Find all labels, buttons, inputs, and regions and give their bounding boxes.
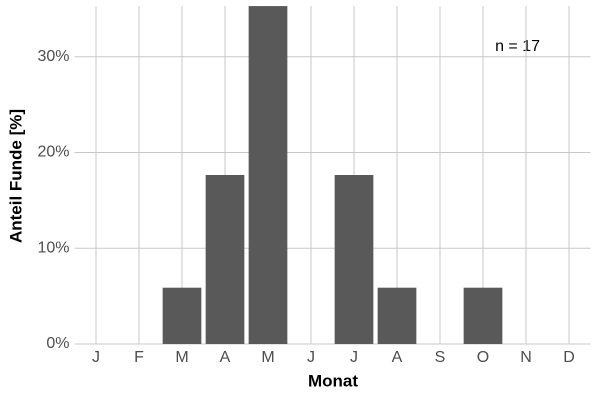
x-tick-label: D — [563, 349, 575, 366]
bar — [463, 287, 503, 344]
x-tick-label: A — [392, 349, 403, 366]
bar — [205, 175, 245, 344]
x-tick-label: J — [307, 349, 315, 366]
x-tick-label: F — [134, 349, 144, 366]
bar — [334, 175, 374, 344]
bar — [162, 287, 202, 344]
x-tick-label: A — [220, 349, 231, 366]
y-tick-label: 10% — [37, 239, 69, 256]
x-tick-label: S — [435, 349, 446, 366]
annotation: n = 17 — [495, 38, 540, 55]
x-tick-label: J — [92, 349, 100, 366]
bar — [377, 287, 417, 344]
y-axis-title: Anteil Funde [%] — [6, 109, 25, 243]
y-tick-label: 30% — [37, 48, 69, 65]
y-tick-label: 0% — [46, 335, 69, 352]
x-tick-label: M — [175, 349, 188, 366]
x-tick-label: O — [477, 349, 489, 366]
x-tick-label: N — [520, 349, 532, 366]
y-tick-label: 20% — [37, 144, 69, 161]
x-tick-label: J — [350, 349, 358, 366]
bar — [248, 6, 288, 344]
x-axis-title: Monat — [308, 371, 358, 390]
x-tick-label: M — [261, 349, 274, 366]
